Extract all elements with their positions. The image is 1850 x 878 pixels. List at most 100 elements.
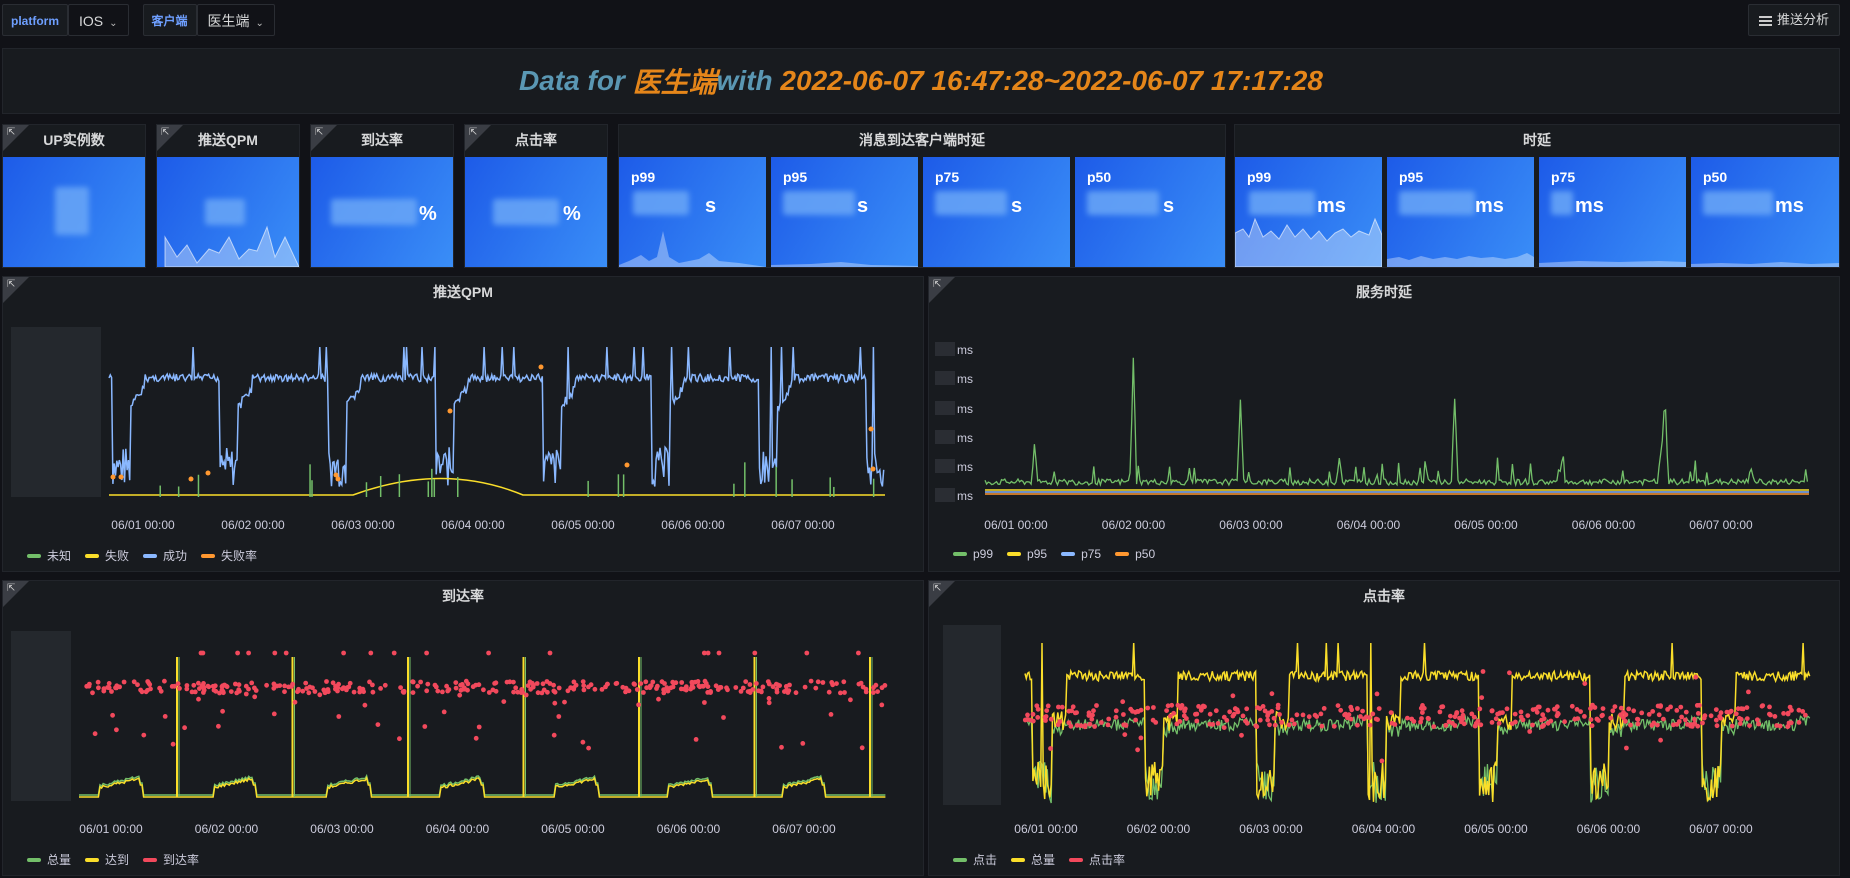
chart-push-qpm[interactable]: 06/01 00:00 06/02 00:00 06/03 00:00 06/04 0… [3,307,923,537]
series-point-click-rate [1374,691,1380,697]
stat-unit: s [857,195,869,217]
panel-link-corner[interactable] [3,277,29,303]
series-point-arrival-rate [592,686,598,692]
legend-item[interactable]: 点击率 [1069,851,1125,868]
series-point-arrival-rate [182,725,188,731]
series-point-arrival-rate [92,731,98,737]
x-tick-label: 06/05 00:00 [541,822,605,836]
series-point-click-rate [1695,723,1701,729]
series-point-arrival-rate [236,682,242,688]
legend-item[interactable]: 失败率 [201,547,257,564]
series-point-arrival-rate [644,685,649,691]
legend-item[interactable]: 总量 [1011,851,1055,868]
panel-link-corner[interactable] [3,125,29,151]
legend-item[interactable]: 成功 [143,547,187,564]
legend-swatch [1061,552,1076,556]
series-point-click-rate [1623,712,1629,718]
stat-unit: s [1163,195,1175,217]
external-link-icon[interactable]: ⇱ [7,279,16,290]
panel-service-latency-chart: ⇱ 服务时延 ms ms ms ms ms ms 06/01 00:00 06/02 00:0… [928,276,1840,572]
panel-link-corner[interactable] [929,277,955,303]
variable-select-client[interactable]: 医生端 ⌄ [196,4,275,36]
y-tick-unit: ms [957,402,973,416]
panel-link-corner[interactable] [465,125,491,151]
variable-select-platform[interactable]: IOS ⌄ [68,4,129,36]
series-point-arrival-rate [547,650,553,656]
series-point-arrival-rate [535,690,541,696]
external-link-icon[interactable]: ⇱ [7,127,16,138]
series-point-arrival-rate [717,685,723,690]
external-link-icon[interactable]: ⇱ [315,127,324,138]
legend-item[interactable]: 到达率 [143,851,199,868]
series-point-click-rate [1345,715,1350,721]
external-link-icon[interactable]: ⇱ [933,583,942,594]
series-point-click-rate [1700,720,1705,726]
series-point-arrival-rate [705,650,711,656]
x-tick-label: 06/07 00:00 [1689,822,1753,836]
panel-link-corner[interactable] [3,581,29,607]
series-point-arrival-rate [292,699,298,705]
chart-service-latency[interactable]: ms ms ms ms ms ms 06/01 00:00 06/02 00:00 06/03 … [929,307,1839,537]
series-point-arrival-rate [784,687,789,693]
legend-item[interactable]: 失败 [85,547,129,564]
external-link-icon[interactable]: ⇱ [469,127,478,138]
legend-item[interactable]: p95 [1007,547,1047,561]
legend-item[interactable]: 点击 [953,851,997,868]
series-point-click-rate [1497,710,1503,716]
series-point-click-rate [1610,708,1616,714]
legend-item[interactable]: p99 [953,547,993,561]
series-point-arrival-rate [556,714,562,719]
series-point-click-rate [1034,703,1040,709]
series-point-arrival-rate [481,687,486,693]
series-point-click-rate [1392,722,1398,727]
series-point-click-rate [1540,712,1546,718]
series-point-arrival-rate [513,685,519,691]
stat-latency-p95: p95 ms [1387,157,1534,267]
external-link-icon[interactable]: ⇱ [933,279,942,290]
chart-click-rate[interactable]: 06/01 00:00 06/02 00:00 06/03 00:00 06/04 0… [929,611,1839,841]
legend-item[interactable]: 总量 [27,851,71,868]
push-analysis-button[interactable]: 推送分析 [1747,4,1840,36]
panel-title: 到达率 [442,588,484,604]
panel-link-corner[interactable] [157,125,183,151]
stat-label: p99 [1247,169,1272,185]
series-point-arrival-rate [586,745,591,751]
panel-link-corner[interactable] [929,581,955,607]
series-point-click-rate [1066,720,1072,726]
x-tick-label: 06/03 00:00 [1219,518,1283,532]
legend-item[interactable]: 达到 [85,851,129,868]
external-link-icon[interactable]: ⇱ [161,127,170,138]
legend: 点击 总量 点击率 [953,851,1125,868]
series-point-click-rate [1744,716,1750,721]
series-point-arrival-rate [424,688,430,694]
series-point-arrival-rate [424,650,429,656]
series-point-arrival-rate [131,679,137,685]
legend-label: p75 [1081,547,1102,561]
legend-item[interactable]: p75 [1061,547,1101,561]
series-point-click-rate [1405,715,1410,721]
legend-item[interactable]: p50 [1115,547,1155,561]
series-point-arrival-rate [841,679,847,685]
series-point-arrival-rate [863,689,869,695]
chart-arrival-rate[interactable]: 06/01 00:00 06/02 00:00 06/03 00:00 06/04 0… [3,611,923,841]
series-point-click-rate [1367,715,1372,721]
series-point-arrival-rate [418,679,423,685]
series-point-click-rate [1138,707,1144,713]
series-point-arrival-rate [668,685,674,691]
series-point-click-rate [1271,715,1277,721]
series-point-arrival-rate [397,736,402,742]
series-point-arrival-rate [368,650,374,656]
panel-click-rate-stat: ⇱ 点击率 % [464,124,608,268]
series-point-click-rate [1331,723,1337,729]
external-link-icon[interactable]: ⇱ [7,583,16,594]
series-point-arrival-rate [175,681,181,687]
series-point-click-rate [1090,712,1095,718]
series-point-arrival-rate [571,685,577,691]
series-point-click-rate [1182,708,1187,714]
stat-msg-latency-p99: p99 s [619,157,766,267]
sparkline [1691,262,1839,267]
legend-item[interactable]: 未知 [27,547,71,564]
panel-link-corner[interactable] [311,125,337,151]
series-point-arrival-rate [632,682,637,687]
series-point-arrival-rate [177,686,182,691]
